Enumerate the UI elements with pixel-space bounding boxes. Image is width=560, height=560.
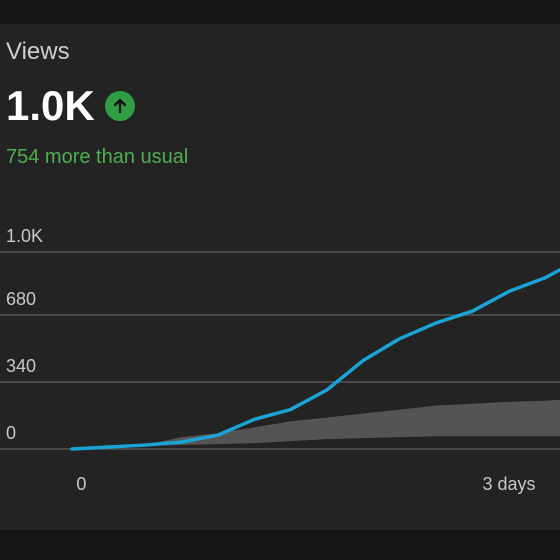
line-layer [70,267,560,451]
delta-text: 754 more than usual [6,146,189,168]
y-tick-label: 0 [6,423,16,443]
y-tick-label: 340 [6,356,36,376]
views-value: 1.0K [6,82,95,129]
x-tick-labels: 0 3 days [76,474,535,494]
band-layer [72,399,560,449]
card-title: Views [6,38,70,65]
y-tick-labels: 0 340 680 1.0K [6,226,43,443]
views-card [0,24,560,530]
arrow-up-icon [104,91,135,121]
views-metric: 1.0K [6,82,135,130]
y-tick-label: 1.0K [6,226,43,246]
y-tick-label: 680 [6,289,36,309]
x-tick-label: 0 [76,474,86,494]
typical-range-band [72,399,560,449]
x-tick-label: 3 days [482,474,535,494]
views-series-line [70,267,560,451]
